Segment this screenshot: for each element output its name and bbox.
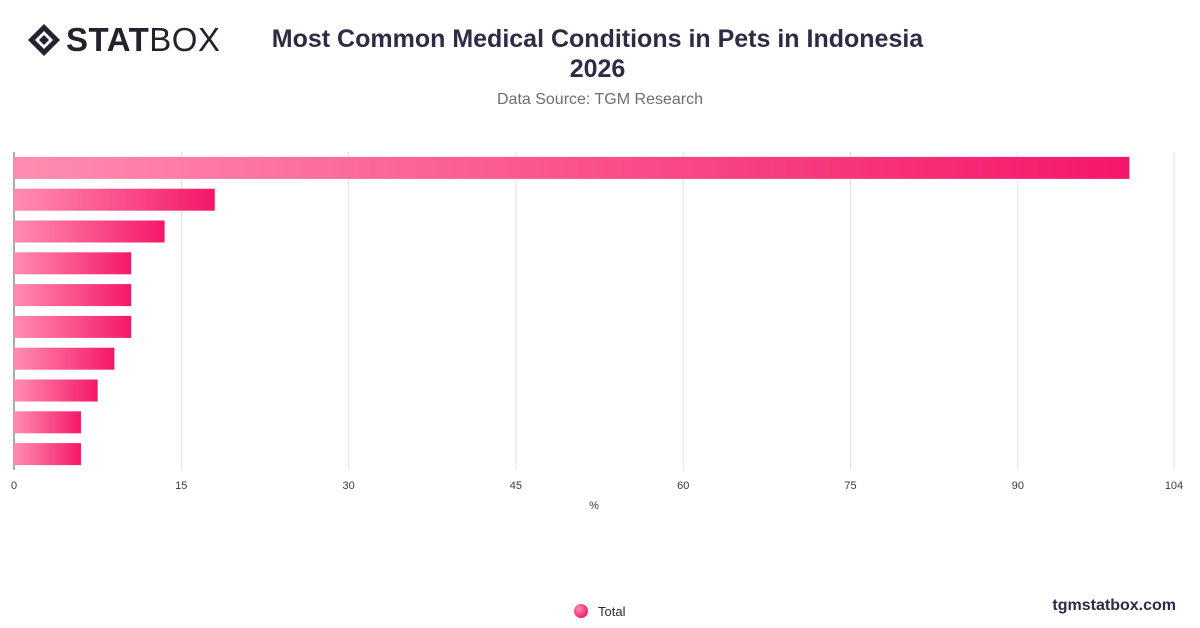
bars — [14, 156, 1130, 466]
legend-marker-total — [574, 604, 588, 618]
x-tick-label: 75 — [844, 480, 856, 492]
chart-subtitle: Data Source: TGM Research — [496, 91, 703, 108]
legend-label-total: Total — [598, 604, 626, 619]
chart-title: Most Common Medical Conditions in Pets i… — [200, 24, 995, 84]
bar-1[interactable] — [14, 156, 1130, 179]
chart-title-line2: 2026 — [569, 55, 626, 83]
x-tick-label: 30 — [342, 480, 354, 492]
bar-10[interactable] — [14, 443, 81, 466]
x-axis-ticks: 0 15 30 45 60 75 90 104 — [11, 480, 1183, 492]
bar-5[interactable] — [14, 284, 132, 307]
legend: Total — [574, 604, 626, 619]
brand-name-bold: STAT — [66, 21, 150, 58]
statbox-logo-icon — [28, 24, 60, 56]
grid-lines — [13, 152, 1175, 470]
brand-name-light: BOX — [149, 21, 221, 58]
bar-3[interactable] — [14, 220, 165, 243]
x-tick-label: 90 — [1012, 480, 1024, 492]
bar-7[interactable] — [14, 347, 115, 370]
x-tick-label: 60 — [677, 480, 689, 492]
x-tick-label: 15 — [175, 480, 187, 492]
bar-4[interactable] — [14, 252, 132, 275]
x-tick-label: 0 — [11, 480, 17, 492]
brand-name: STATBOX — [66, 22, 220, 58]
chart-title-line1: Most Common Medical Conditions in Pets i… — [271, 25, 924, 53]
footer-site: tgmstatbox.com — [1052, 597, 1176, 614]
bar-8[interactable] — [14, 379, 98, 402]
bar-9[interactable] — [14, 411, 81, 434]
brand-logo: STATBOX — [26, 22, 220, 58]
x-tick-label: 45 — [510, 480, 522, 492]
bar-6[interactable] — [14, 315, 132, 338]
x-tick-label: 104 — [1165, 480, 1183, 492]
x-axis-label: % — [589, 500, 599, 512]
bar-2[interactable] — [14, 188, 215, 211]
